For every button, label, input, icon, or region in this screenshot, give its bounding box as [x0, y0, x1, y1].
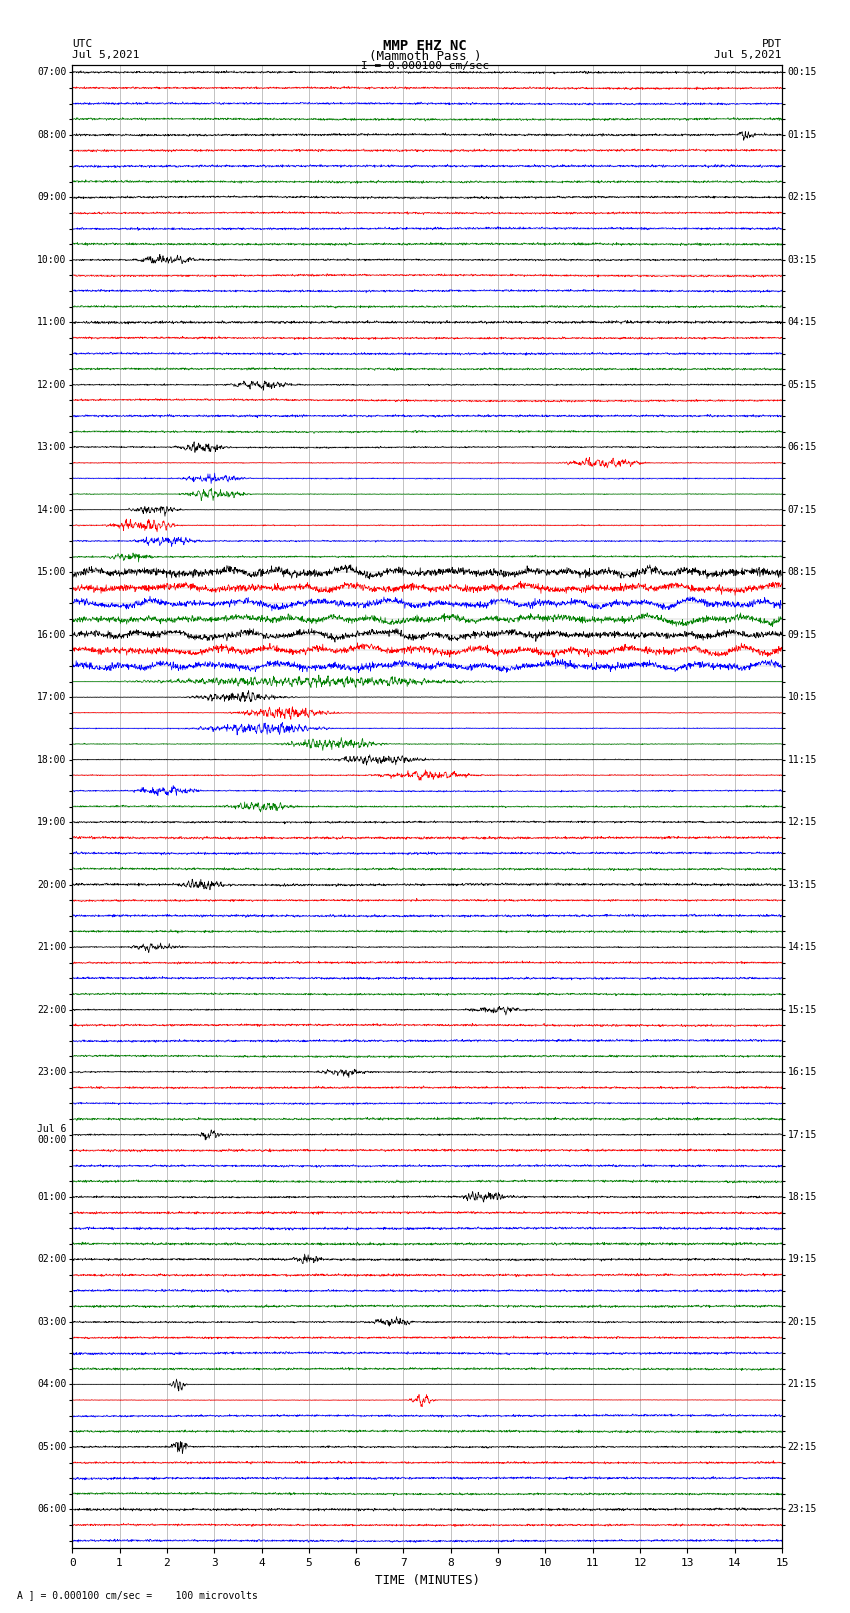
- Text: UTC: UTC: [72, 39, 93, 48]
- Text: (Mammoth Pass ): (Mammoth Pass ): [369, 50, 481, 63]
- Text: A ] = 0.000100 cm/sec =    100 microvolts: A ] = 0.000100 cm/sec = 100 microvolts: [17, 1590, 258, 1600]
- Text: PDT: PDT: [762, 39, 782, 48]
- Text: Jul 5,2021: Jul 5,2021: [72, 50, 139, 60]
- Text: I = 0.000100 cm/sec: I = 0.000100 cm/sec: [361, 61, 489, 71]
- Text: Jul 5,2021: Jul 5,2021: [715, 50, 782, 60]
- X-axis label: TIME (MINUTES): TIME (MINUTES): [375, 1574, 479, 1587]
- Text: MMP EHZ NC: MMP EHZ NC: [383, 39, 467, 53]
